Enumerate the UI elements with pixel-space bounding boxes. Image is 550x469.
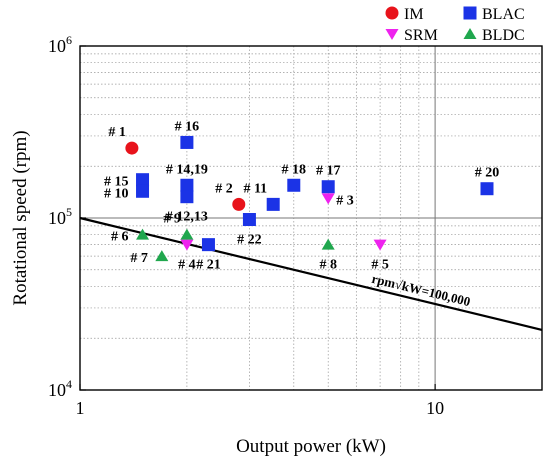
y-tick-label-base: 10	[48, 208, 66, 228]
blac-data-point	[287, 178, 301, 192]
blac-data-point	[136, 173, 150, 187]
point-label: # 16	[175, 119, 200, 134]
grid-lines	[80, 46, 542, 390]
y-tick-label-exponent: 5	[66, 205, 72, 219]
point-label: # 5	[371, 258, 389, 273]
y-axis-title: Rotational speed (rpm)	[10, 130, 31, 305]
point-label: # 2	[215, 181, 233, 196]
legend-marker-im	[385, 6, 399, 20]
blac-data-point	[201, 238, 215, 252]
y-tick-label-base: 10	[48, 380, 66, 400]
point-labels: # 1 # 16 # 14,19 # 15# 10 # 12,13 # 2 # 11 # 18…	[104, 119, 499, 272]
blac-data-point	[180, 190, 194, 204]
x-tick-label: 1	[76, 398, 85, 418]
srm-data-point	[373, 239, 387, 251]
legend-label-srm: SRM	[404, 27, 438, 44]
legend-label-im: IM	[404, 6, 424, 23]
y-tick-label: 104	[48, 377, 72, 400]
legend-marker-srm	[385, 29, 399, 40]
bldc-data-point	[155, 250, 169, 262]
point-label: # 3	[336, 193, 354, 208]
legend-label-bldc: BLDC	[482, 27, 525, 44]
point-label: # 20	[475, 166, 500, 181]
y-tick-label: 105	[48, 205, 72, 228]
blac-data-point	[180, 135, 194, 149]
legend-label-blac: BLAC	[482, 6, 525, 23]
reference-line-segment	[79, 216, 543, 331]
srm-data-point	[180, 239, 194, 251]
point-label: # 22	[237, 233, 262, 248]
x-tick-label: 10	[426, 398, 444, 418]
point-label: # 4	[178, 258, 196, 273]
point-label: # 6	[111, 230, 129, 245]
blac-data-point	[321, 180, 335, 194]
blac-data-point	[480, 182, 494, 196]
point-label: # 8	[319, 258, 337, 273]
y-tick-label-exponent: 4	[66, 377, 72, 391]
blac-data-point	[266, 197, 280, 211]
point-label: # 9	[163, 212, 181, 227]
bldc-data-point	[180, 228, 194, 240]
point-label: # 1	[108, 125, 126, 140]
blac-data-point	[242, 213, 256, 227]
point-label: # 18	[282, 162, 307, 177]
im-data-point	[125, 141, 139, 155]
y-tick-label-base: 10	[48, 36, 66, 56]
point-label: # 12,13	[166, 210, 208, 225]
point-label: # 17	[316, 164, 341, 179]
point-label: # 7	[130, 251, 148, 266]
point-label: # 10	[104, 186, 129, 201]
y-tick-label: 106	[48, 33, 72, 56]
legend: IM BLAC SRM BLDC	[385, 6, 525, 44]
im-data-point	[232, 197, 246, 211]
y-tick-label-exponent: 6	[66, 33, 72, 47]
bldc-data-point	[321, 238, 335, 250]
point-label: # 14,19	[166, 162, 208, 177]
blac-data-point	[180, 178, 194, 192]
srm-data-point	[321, 193, 335, 205]
reference-line-label: rpm√kW=100,000	[370, 271, 472, 309]
legend-marker-bldc	[463, 28, 477, 39]
point-label: # 21	[196, 258, 221, 273]
point-label: # 15	[104, 175, 129, 190]
legend-marker-blac	[463, 6, 477, 20]
bldc-data-point	[136, 228, 150, 240]
point-label: # 11	[243, 181, 267, 196]
data-points	[125, 135, 494, 262]
x-axis-title: Output power (kW)	[236, 436, 386, 457]
blac-data-point	[136, 184, 150, 198]
